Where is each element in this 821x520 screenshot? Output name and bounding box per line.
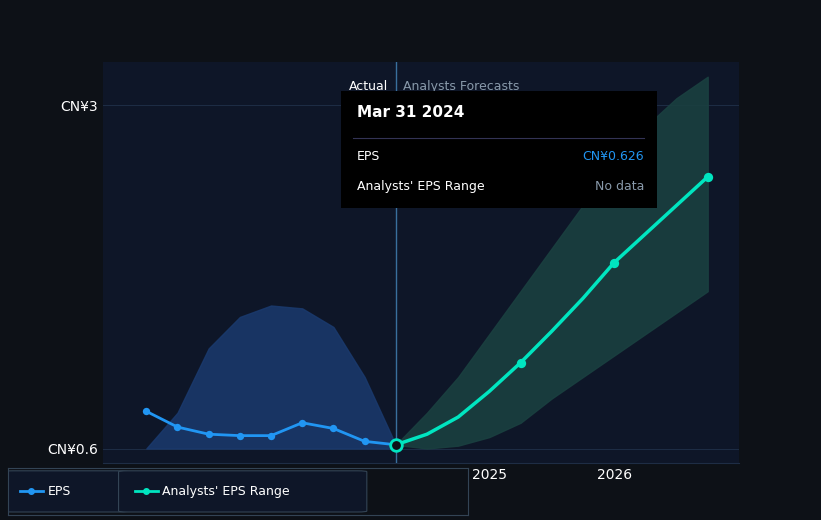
Point xyxy=(296,419,309,427)
Text: EPS: EPS xyxy=(356,150,380,162)
Point xyxy=(608,258,621,267)
Text: Mar 31 2024: Mar 31 2024 xyxy=(356,105,464,120)
Text: No data: No data xyxy=(594,180,644,193)
Point xyxy=(233,432,246,440)
Text: EPS: EPS xyxy=(48,485,71,498)
Text: Analysts' EPS Range: Analysts' EPS Range xyxy=(163,485,290,498)
Point xyxy=(358,437,371,446)
Point xyxy=(514,359,527,367)
Point xyxy=(389,440,402,449)
Text: Analysts' EPS Range: Analysts' EPS Range xyxy=(356,180,484,193)
Point xyxy=(202,430,215,438)
FancyBboxPatch shape xyxy=(118,471,367,512)
Point xyxy=(327,424,340,433)
Text: CN¥0.626: CN¥0.626 xyxy=(583,150,644,162)
Text: Analysts Forecasts: Analysts Forecasts xyxy=(403,80,520,93)
Point xyxy=(264,432,277,440)
Point xyxy=(701,173,714,181)
FancyBboxPatch shape xyxy=(3,471,128,512)
Point xyxy=(140,407,153,415)
Point xyxy=(171,423,184,431)
Text: Actual: Actual xyxy=(349,80,388,93)
